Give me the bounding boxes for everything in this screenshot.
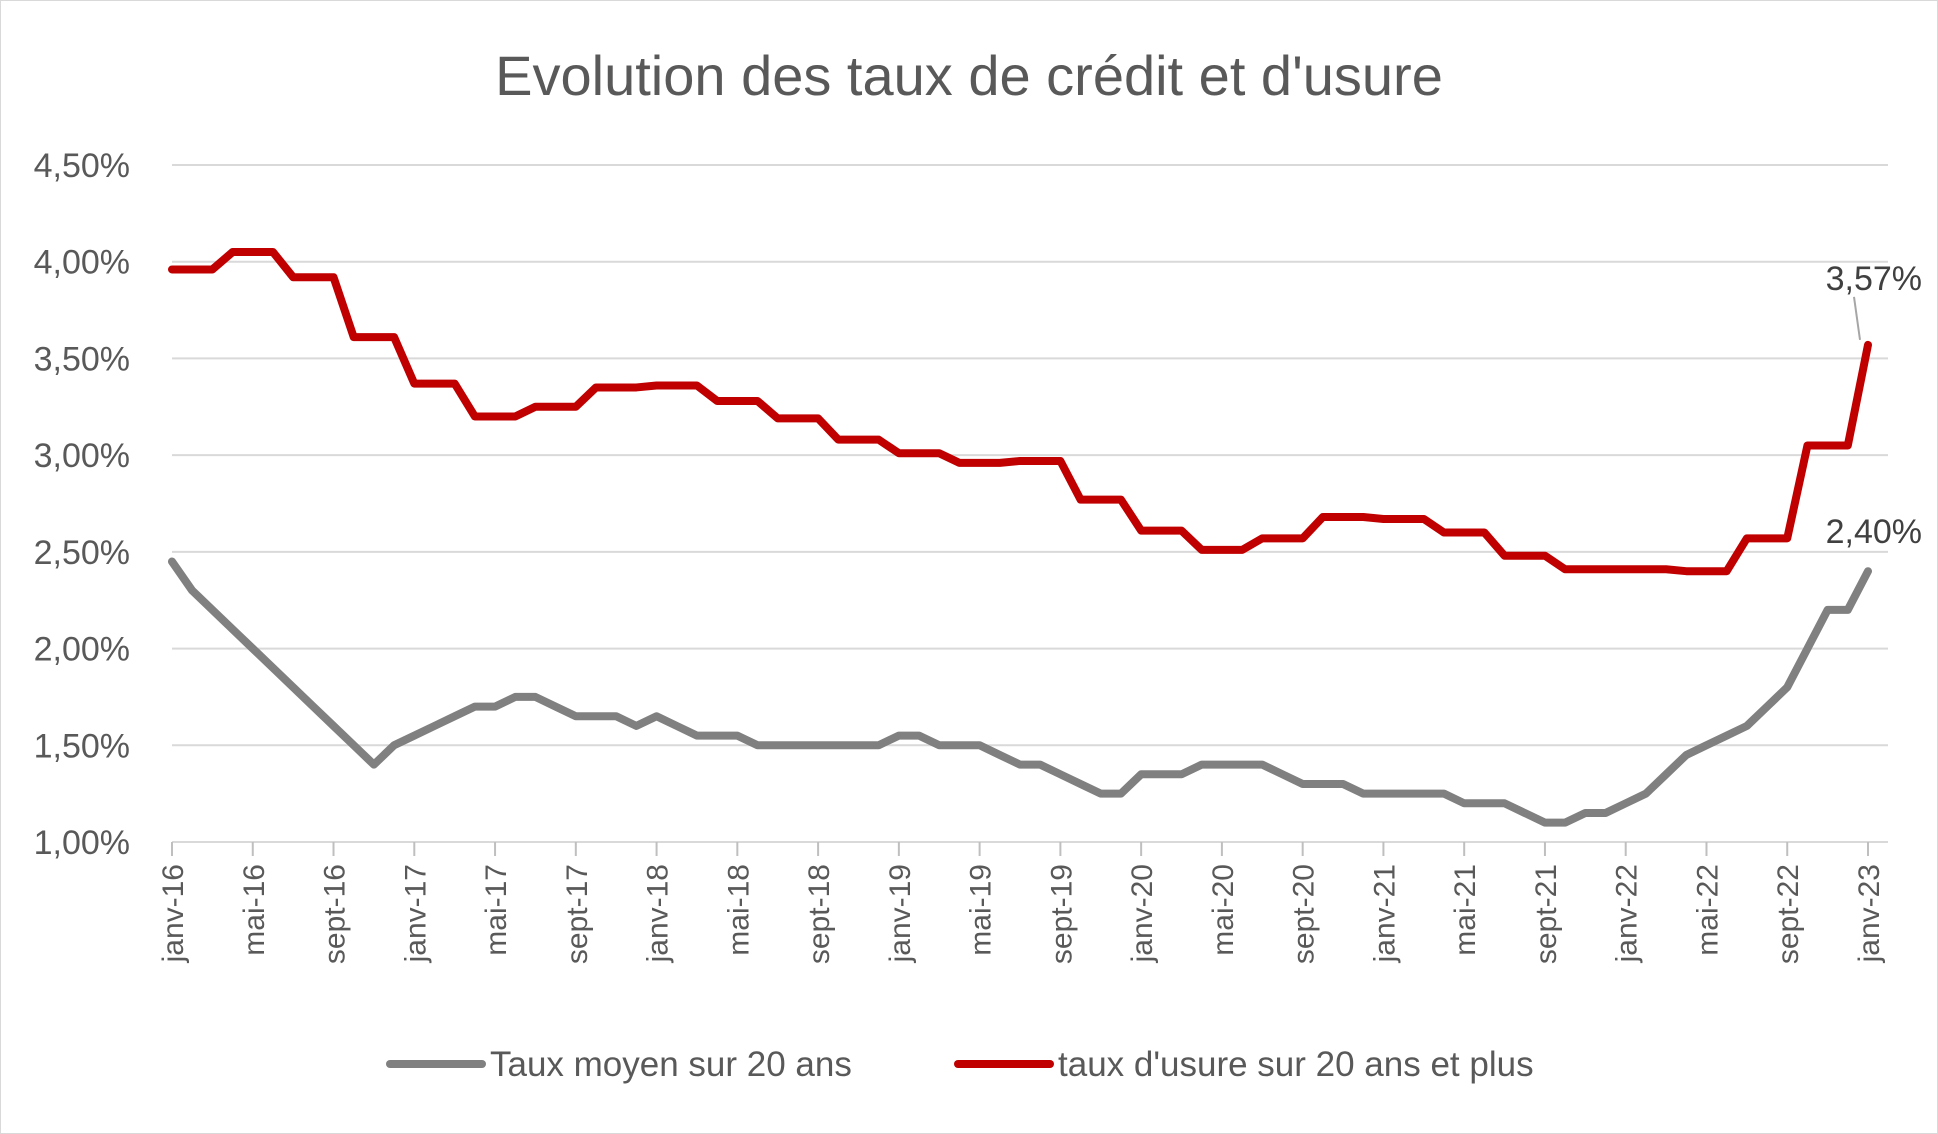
x-axis: janv-16 mai-16 sept-16 janv-17 mai-17 sept-17… (157, 841, 1888, 964)
x-tick-label: janv-18 (642, 864, 675, 963)
x-tick-label: sept-16 (319, 864, 352, 964)
legend: Taux moyen sur 20 ans taux d'usure sur 20… (386, 1045, 1534, 1084)
y-tick-label: 1,50% (34, 727, 130, 765)
series-line-taux-usure (168, 248, 1872, 576)
series-lines (168, 248, 1872, 827)
y-tick-label: 2,00% (34, 631, 130, 669)
x-tick-label: janv-17 (399, 864, 432, 963)
x-tick-label: mai-20 (1207, 864, 1240, 956)
x-tick-label: janv-22 (1611, 864, 1644, 963)
x-tick-label: janv-21 (1368, 864, 1401, 963)
data-label-moyen-end: 2,40% (1826, 513, 1922, 551)
gridlines (172, 164, 1888, 843)
x-tick-label: sept-21 (1530, 864, 1563, 964)
x-tick-label: sept-18 (803, 864, 836, 964)
y-tick-label: 1,00% (34, 824, 130, 862)
x-tick-label: janv-16 (157, 864, 190, 963)
x-tick-label: mai-21 (1449, 864, 1482, 956)
chart-title: Evolution des taux de crédit et d'usure (495, 44, 1443, 107)
x-tick-label: mai-22 (1691, 864, 1724, 956)
series-line-taux-moyen (168, 557, 1872, 827)
y-tick-label: 3,50% (34, 340, 130, 378)
x-tick-label: sept-20 (1288, 864, 1321, 964)
data-labels: 3,57% 2,40% (1826, 260, 1922, 551)
x-tick-label: janv-20 (1126, 864, 1159, 963)
y-tick-label: 3,00% (34, 437, 130, 475)
data-label-usure-end: 3,57% (1826, 260, 1922, 298)
data-label-leader (1853, 296, 1861, 341)
y-tick-label: 4,00% (34, 244, 130, 282)
x-tick-label: janv-23 (1853, 864, 1886, 963)
x-tick-label: sept-19 (1045, 864, 1078, 964)
x-tick-label: sept-22 (1772, 864, 1805, 964)
y-axis-ticks: 1,00% 1,50% 2,00% 2,50% 3,00% 3,50% 4,00% 4,50% (34, 147, 130, 862)
y-tick-label: 4,50% (34, 147, 130, 185)
x-tick-label: sept-17 (561, 864, 594, 964)
legend-item-taux-usure: taux d'usure sur 20 ans et plus (1058, 1045, 1534, 1084)
x-tick-label: mai-17 (480, 864, 513, 956)
x-tick-label: mai-16 (238, 864, 271, 956)
legend-item-taux-moyen: Taux moyen sur 20 ans (490, 1045, 852, 1084)
x-tick-label: janv-19 (884, 864, 917, 963)
x-tick-label: mai-19 (965, 864, 998, 956)
y-tick-label: 2,50% (34, 534, 130, 572)
x-tick-label: mai-18 (722, 864, 755, 956)
